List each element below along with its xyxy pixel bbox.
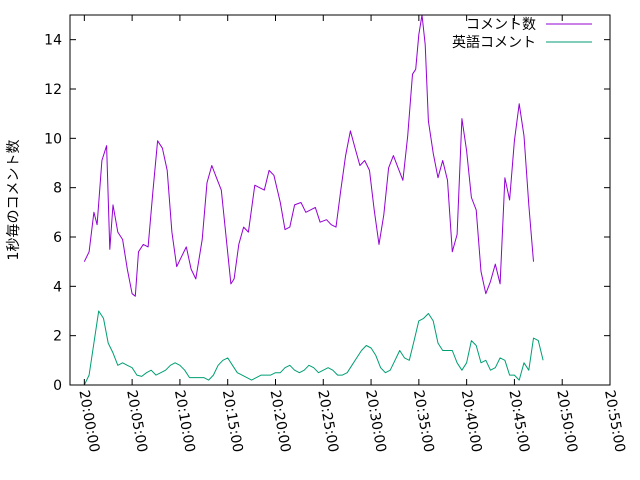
y-tick-label: 2 <box>53 329 62 345</box>
series-layer <box>83 14 544 386</box>
y-tick-label: 6 <box>53 230 62 246</box>
y-tick-label: 10 <box>44 131 62 147</box>
series-line-1 <box>83 310 544 386</box>
y-axis-label: 1秒毎のコメント数 <box>6 140 22 261</box>
y-tick-label: 4 <box>53 279 62 295</box>
series-line-0 <box>83 14 534 297</box>
legend-label-0: コメント数 <box>466 17 536 33</box>
y-tick-label: 14 <box>44 33 62 49</box>
plot-frame <box>69 14 611 386</box>
y-tick-label: 0 <box>53 378 62 394</box>
y-tick-label: 12 <box>44 82 62 98</box>
legend-label-1: 英語コメント <box>452 34 536 51</box>
y-axis: 0 2 4 6 8 10 12 14 <box>44 33 610 394</box>
y-tick-label: 8 <box>53 181 62 197</box>
